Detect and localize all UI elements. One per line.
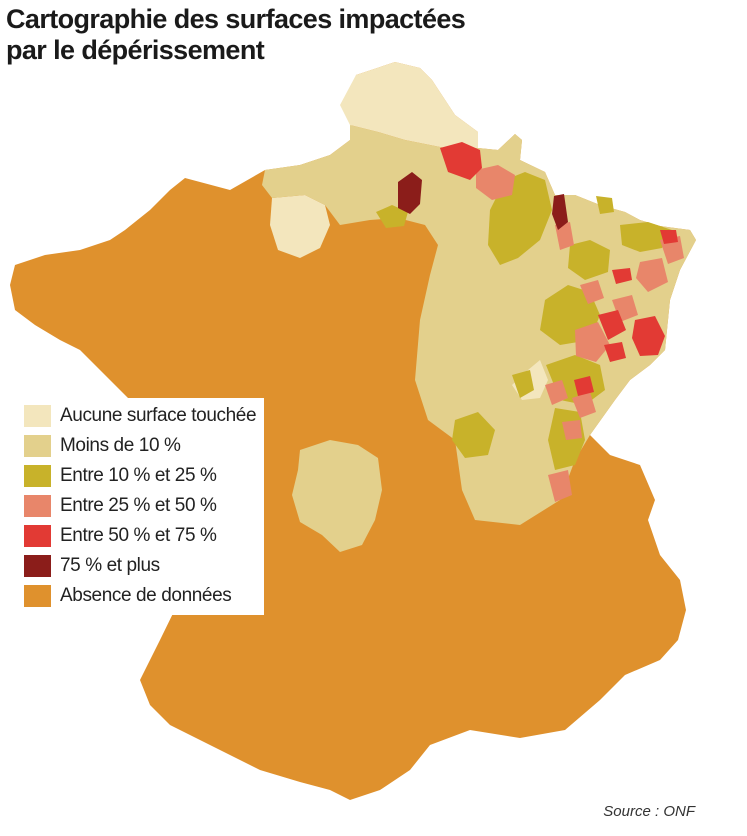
legend-label: 75 % et plus [60, 555, 160, 576]
map-region-50-75 [660, 230, 678, 244]
legend-swatch [24, 405, 51, 427]
legend-label: Entre 25 % et 50 % [60, 495, 217, 516]
map-region-10-25 [376, 205, 408, 228]
legend-label: Aucune surface touchée [60, 405, 257, 426]
map-region-75-plus [552, 194, 568, 230]
source-credit: Source : ONF [603, 803, 695, 820]
map-region-50-75 [632, 316, 665, 356]
map-region-25-50 [575, 322, 610, 362]
legend-swatch [24, 555, 51, 577]
map-region-10-25 [620, 222, 672, 252]
legend-item-none: Aucune surface touchée [24, 401, 257, 431]
legend-item-50-75: Entre 50 % et 75 % [24, 521, 256, 551]
legend-swatch [24, 465, 51, 487]
map-region-25-50 [545, 380, 568, 405]
map-region-25-50 [476, 165, 515, 200]
map-region-50-75 [440, 142, 482, 180]
map-region-50-75 [598, 310, 626, 340]
map-region-northeast-light [262, 125, 696, 525]
map-region-25-50 [572, 392, 596, 418]
legend-item-10-25: Entre 10 % et 25 % [24, 461, 256, 491]
map-region-10-25 [568, 240, 610, 280]
map-region-normandy-none [270, 195, 330, 258]
map-regions-25-50 [476, 165, 684, 502]
map-region-75-plus [398, 172, 422, 214]
map-title-line-1: Cartographie des surfaces impactées [6, 4, 466, 34]
map-region-north-none [340, 62, 478, 150]
map-region-25-50 [555, 222, 574, 250]
legend-swatch [24, 435, 51, 457]
legend-item-75-plus: 75 % et plus [24, 551, 256, 581]
legend-label: Moins de 10 % [60, 435, 181, 456]
map-region-50-75 [604, 342, 626, 362]
map-regions-50-75 [440, 142, 678, 396]
legend-item-25-50: Entre 25 % et 50 % [24, 491, 256, 521]
map-title-line-2: par le dépérissement [6, 35, 265, 65]
map-region-50-75 [612, 268, 632, 284]
map-region-10-25 [512, 370, 534, 398]
legend-label: Absence de données [60, 585, 232, 606]
map-region-25-50 [580, 280, 604, 304]
legend-label: Entre 50 % et 75 % [60, 525, 217, 546]
map-region-25-50 [636, 258, 668, 292]
legend-swatch [24, 525, 51, 547]
map-legend: Aucune surface touchée Moins de 10 % Ent… [20, 398, 265, 615]
map-region-25-50 [548, 470, 572, 502]
map-region-10-25 [452, 412, 495, 458]
map-title: Cartographie des surfaces impactées par … [6, 4, 526, 66]
map-region-25-50 [562, 420, 582, 440]
legend-swatch [24, 585, 51, 607]
legend-item-under-10: Moins de 10 % [24, 431, 256, 461]
legend-item-no-data: Absence de données [24, 581, 256, 611]
legend-label: Entre 10 % et 25 % [60, 465, 217, 486]
map-region-central-light [292, 440, 382, 552]
map-regions-75-plus [398, 172, 568, 230]
map-region-50-75 [574, 376, 594, 396]
legend-swatch [24, 495, 51, 517]
map-region-10-25 [596, 196, 614, 214]
